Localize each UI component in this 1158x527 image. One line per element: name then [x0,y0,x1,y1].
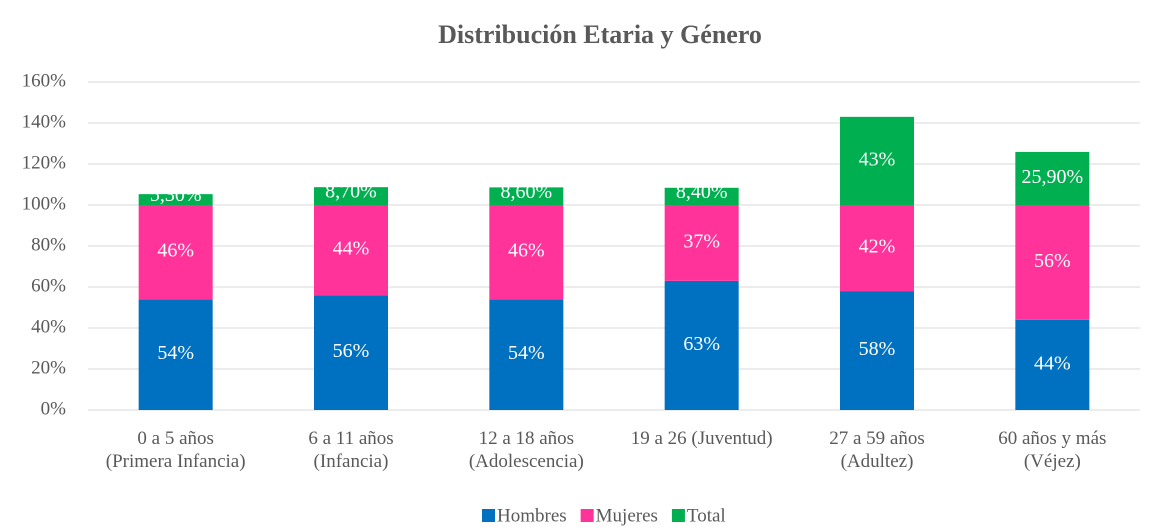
bar-segment [138,205,213,300]
x-tick-label: 60 años y más (Véjez) [998,428,1106,472]
bar-segment [1015,205,1090,320]
value-label: 58% [859,338,896,360]
bar-segment [489,299,564,410]
value-label: 5,30% [150,184,202,206]
bar-segment [489,187,564,205]
y-tick-label: 0% [41,398,67,419]
x-tick-line: 0 a 5 años [137,428,214,449]
value-label: 63% [683,333,720,355]
y-tick-label: 20% [31,357,66,378]
bar-segment [314,187,388,205]
x-tick-line: (Véjez) [1024,451,1081,472]
value-label: 46% [157,240,194,262]
y-tick-label: 100% [22,193,67,214]
bar-segment [840,291,914,410]
legend-label: Hombres [497,505,567,526]
value-label: 56% [333,340,370,362]
bar-segment [314,295,388,410]
value-label: 56% [1034,250,1071,272]
bar-segment [489,205,564,300]
y-tick-label: 160% [22,70,67,91]
value-label: 43% [859,149,896,171]
chart-title: Distribución Etaria y Género [438,20,762,49]
bar-segment [840,205,914,292]
bar-segment [664,205,739,281]
value-label: 8,60% [500,181,552,203]
x-tick-line: 60 años y más [998,428,1106,449]
x-tick-line: 12 a 18 años [479,428,575,449]
bar-segment [138,194,213,205]
bar-segment [664,187,739,205]
bar-segment [1015,151,1090,205]
value-label: 54% [157,342,194,364]
x-tick-label: 19 a 26 (Juventud) [631,428,773,449]
y-tick-label: 40% [31,316,66,337]
y-tick-label: 140% [22,111,67,132]
x-tick-line: (Infancia) [314,451,389,472]
value-label: 8,70% [325,181,377,203]
legend-swatch [580,509,594,522]
x-tick-label: 6 a 11 años (Infancia) [308,428,393,472]
bar-segment [314,205,388,296]
value-label: 44% [1034,352,1071,374]
y-tick-label: 80% [31,234,66,255]
legend-swatch [482,509,495,522]
x-tick-label: 27 a 59 años (Adultez) [829,428,925,472]
x-tick-label: 0 a 5 años (Primera Infancia) [106,428,246,472]
legend-swatch [671,509,685,522]
value-label: 54% [508,342,545,364]
value-label: 44% [333,238,370,260]
y-tick-label: 120% [22,152,67,173]
bar-segment [664,280,739,410]
value-label: 8,40% [676,181,728,203]
bar-segment [138,299,213,410]
value-label: 37% [683,231,720,253]
x-tick-line: (Primera Infancia) [106,451,246,472]
value-label: 46% [508,240,545,262]
legend-label: Total [687,505,726,526]
x-tick-line: (Adolescencia) [469,451,584,472]
x-tick-line: 27 a 59 años [829,428,925,449]
x-tick-label: 12 a 18 años (Adolescencia) [469,428,584,472]
value-label: 42% [859,236,896,258]
x-tick-line: 19 a 26 (Juventud) [631,428,773,449]
value-label: 25,90% [1021,166,1083,188]
bar-segment [1015,319,1090,410]
x-tick-line: (Adultez) [841,451,914,472]
bar-segment [840,116,914,205]
legend-label: Mujeres [596,505,658,526]
y-tick-label: 60% [31,275,66,296]
x-tick-line: 6 a 11 años [308,428,393,449]
